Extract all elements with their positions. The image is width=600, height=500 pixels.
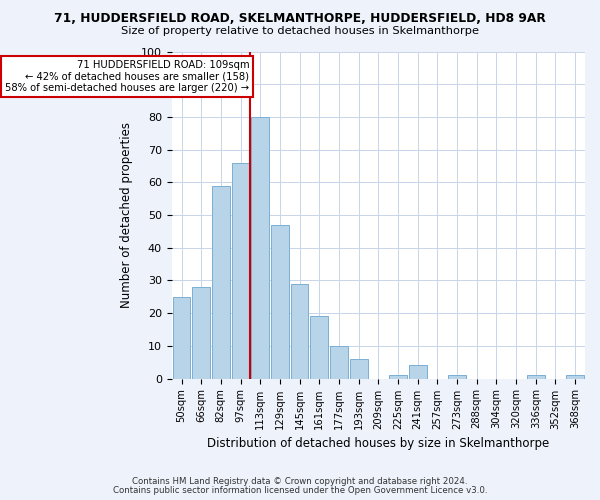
Text: Contains public sector information licensed under the Open Government Licence v3: Contains public sector information licen… [113, 486, 487, 495]
Bar [271, 225, 289, 378]
Bar [173, 297, 190, 378]
Bar [389, 376, 407, 378]
Text: Contains HM Land Registry data © Crown copyright and database right 2024.: Contains HM Land Registry data © Crown c… [132, 477, 468, 486]
Bar [409, 366, 427, 378]
Bar [566, 376, 584, 378]
Bar [330, 346, 348, 378]
Bar [212, 186, 230, 378]
Y-axis label: Number of detached properties: Number of detached properties [119, 122, 133, 308]
Bar [251, 117, 269, 378]
Bar [527, 376, 545, 378]
Bar [310, 316, 328, 378]
Text: Size of property relative to detached houses in Skelmanthorpe: Size of property relative to detached ho… [121, 26, 479, 36]
X-axis label: Distribution of detached houses by size in Skelmanthorpe: Distribution of detached houses by size … [207, 437, 550, 450]
Bar [291, 284, 308, 378]
Bar [350, 359, 368, 378]
Bar [193, 287, 210, 378]
Text: 71 HUDDERSFIELD ROAD: 109sqm
← 42% of detached houses are smaller (158)
58% of s: 71 HUDDERSFIELD ROAD: 109sqm ← 42% of de… [5, 60, 250, 93]
Text: 71, HUDDERSFIELD ROAD, SKELMANTHORPE, HUDDERSFIELD, HD8 9AR: 71, HUDDERSFIELD ROAD, SKELMANTHORPE, HU… [54, 12, 546, 26]
Bar [448, 376, 466, 378]
Bar [232, 162, 250, 378]
